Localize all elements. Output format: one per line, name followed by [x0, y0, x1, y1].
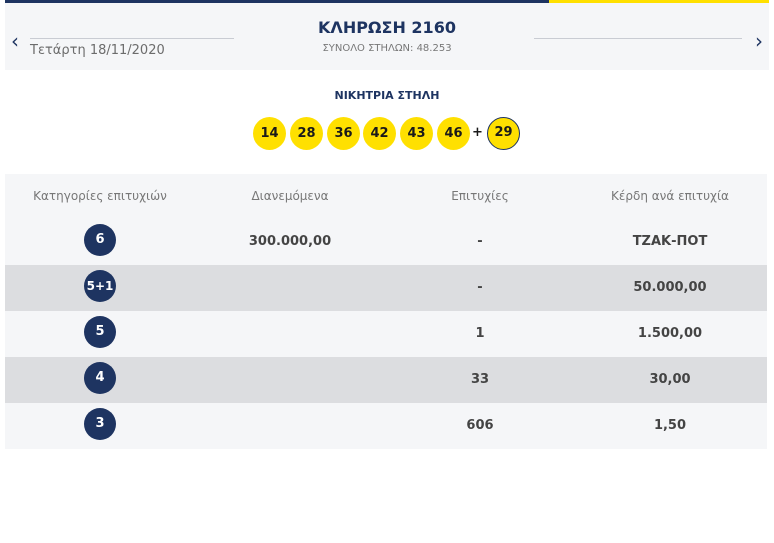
- winning-number-ball: 36: [327, 117, 360, 150]
- distributed-cell: [195, 357, 385, 403]
- column-header-prize-per-winner: Κέρδη ανά επιτυχία: [611, 189, 729, 203]
- category-cell: 5: [5, 311, 195, 357]
- prize-table: Κατηγορίες επιτυχιών Διανεμόμενα Επιτυχί…: [5, 174, 767, 449]
- chevron-right-icon[interactable]: ›: [755, 29, 763, 53]
- table-row: 5+1 - 50.000,00: [5, 265, 767, 311]
- winning-number-ball: 43: [400, 117, 433, 150]
- winners-cell: 606: [466, 418, 494, 433]
- header-divider-right: [534, 38, 742, 39]
- top-accent-bar: [5, 0, 769, 3]
- chevron-left-icon[interactable]: ‹: [11, 29, 19, 53]
- table-row: 4 33 30,00: [5, 357, 767, 403]
- winning-number-ball: 14: [253, 117, 286, 150]
- winning-number-ball: 42: [363, 117, 396, 150]
- distributed-cell: [195, 403, 385, 449]
- winners-cell: 1: [475, 326, 485, 341]
- column-header-winners: Επιτυχίες: [451, 189, 509, 203]
- column-header-categories: Κατηγορίες επιτυχιών: [33, 189, 167, 203]
- prize-cell: 1.500,00: [637, 326, 703, 341]
- plus-sign: +: [472, 125, 483, 140]
- draw-header: ‹ Τετάρτη 18/11/2020 ΚΛΗΡΩΣΗ 2160 ΣΥΝΟΛΟ…: [5, 3, 769, 70]
- top-accent-yellow: [549, 0, 769, 3]
- winning-number-ball: 28: [290, 117, 323, 150]
- draw-title: ΚΛΗΡΩΣΗ 2160: [318, 18, 456, 37]
- winning-numbers: 14 28 36 42 43 46 + 29: [0, 117, 774, 151]
- winners-cell: -: [477, 280, 483, 295]
- winners-cell: 33: [470, 372, 490, 387]
- distributed-cell: [195, 311, 385, 357]
- winners-cell: -: [477, 234, 483, 249]
- prize-cell: ΤΖΑΚ-ΠΟΤ: [632, 234, 708, 249]
- winning-number-ball: 46: [437, 117, 470, 150]
- prize-cell: 50.000,00: [633, 280, 707, 295]
- table-row: 5 1 1.500,00: [5, 311, 767, 357]
- draw-total-columns: ΣΥΝΟΛΟ ΣΤΗΛΩΝ: 48.253: [322, 43, 452, 54]
- header-divider-left: [30, 38, 234, 39]
- category-cell: 3: [5, 403, 195, 449]
- table-row: 3 606 1,50: [5, 403, 767, 449]
- top-accent-navy: [5, 0, 549, 3]
- category-badge: 3: [84, 408, 116, 440]
- category-badge: 4: [84, 362, 116, 394]
- category-cell: 4: [5, 357, 195, 403]
- distributed-cell: 300.000,00: [248, 234, 332, 249]
- category-badge: 6: [84, 224, 116, 256]
- table-row: 6 300.000,00 - ΤΖΑΚ-ΠΟΤ: [5, 219, 767, 265]
- category-cell: 6: [5, 219, 195, 265]
- bonus-number-ball: 29: [487, 117, 520, 150]
- prize-cell: 1,50: [653, 418, 687, 433]
- category-badge: 5: [84, 316, 116, 348]
- winning-column-label: ΝΙΚΗΤΡΙΑ ΣΤΗΛΗ: [334, 89, 440, 102]
- column-header-distributed: Διανεμόμενα: [251, 189, 329, 203]
- category-badge: 5+1: [84, 270, 116, 302]
- prize-cell: 30,00: [649, 372, 691, 387]
- category-cell: 5+1: [5, 265, 195, 311]
- distributed-cell: [195, 265, 385, 311]
- draw-date: Τετάρτη 18/11/2020: [30, 43, 165, 58]
- table-header: Κατηγορίες επιτυχιών Διανεμόμενα Επιτυχί…: [5, 174, 767, 219]
